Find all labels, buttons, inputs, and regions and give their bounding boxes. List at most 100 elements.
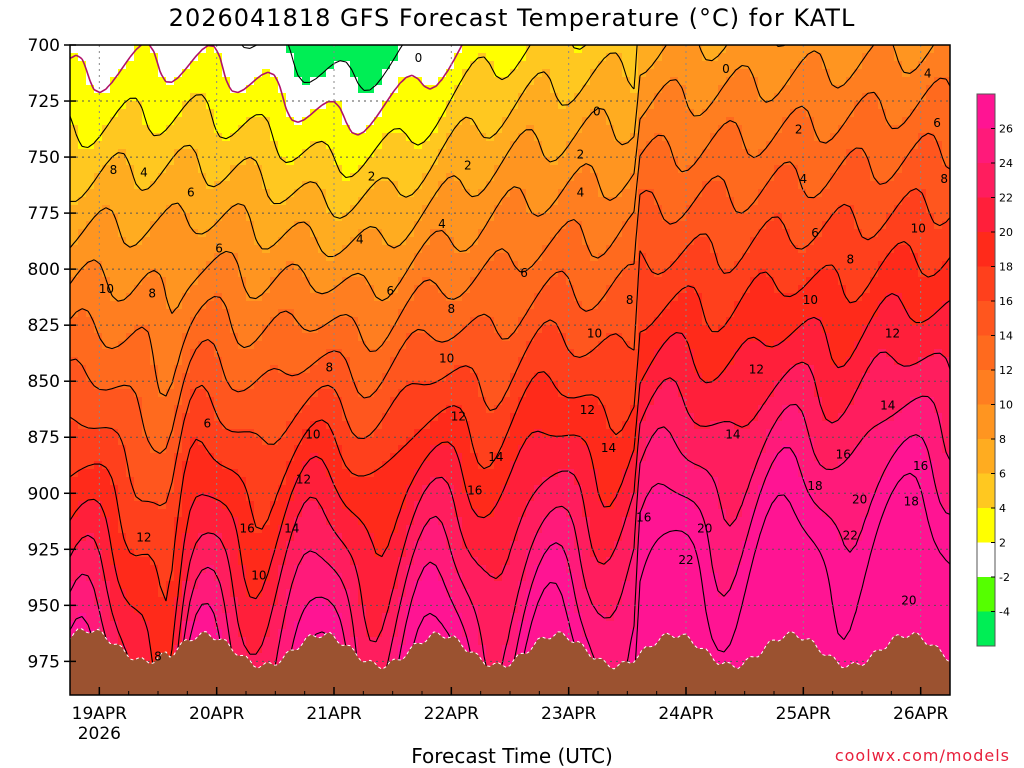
field-cell — [406, 421, 415, 430]
field-cell — [190, 317, 199, 326]
field-cell — [262, 485, 271, 494]
field-cell — [214, 605, 223, 614]
field-cell — [78, 429, 87, 438]
field-cell — [438, 45, 447, 54]
field-cell — [478, 397, 487, 406]
field-cell — [494, 333, 503, 342]
field-cell — [510, 125, 519, 134]
field-cell — [470, 477, 479, 486]
field-cell — [134, 629, 143, 638]
field-cell — [358, 653, 367, 662]
field-cell — [390, 621, 399, 630]
field-cell — [134, 45, 143, 54]
field-cell — [246, 653, 255, 662]
field-cell — [198, 421, 207, 430]
field-cell — [510, 469, 519, 478]
field-cell — [446, 469, 455, 478]
field-cell — [134, 301, 143, 310]
field-cell — [486, 133, 495, 142]
field-cell — [110, 309, 119, 318]
field-cell — [70, 573, 79, 582]
field-cell — [70, 349, 79, 358]
field-cell — [166, 501, 175, 510]
field-cell — [350, 453, 359, 462]
field-cell — [502, 133, 511, 142]
field-cell — [142, 253, 151, 262]
field-cell — [246, 461, 255, 470]
field-cell — [126, 229, 135, 238]
field-cell — [510, 293, 519, 302]
field-cell — [278, 69, 287, 78]
field-cell — [182, 293, 191, 302]
field-cell — [126, 261, 135, 270]
field-cell — [518, 581, 527, 590]
field-cell — [222, 213, 231, 222]
field-cell — [166, 461, 175, 470]
field-cell — [206, 309, 215, 318]
field-cell — [150, 517, 159, 526]
field-cell — [462, 173, 471, 182]
field-cell — [238, 637, 247, 646]
field-cell — [278, 589, 287, 598]
field-cell — [526, 405, 535, 414]
field-cell — [190, 493, 199, 502]
field-cell — [238, 205, 247, 214]
field-cell — [166, 125, 175, 134]
field-cell — [550, 125, 559, 134]
field-cell — [278, 533, 287, 542]
field-cell — [134, 573, 143, 582]
field-cell — [542, 133, 551, 142]
field-cell — [494, 613, 503, 622]
field-cell — [110, 509, 119, 518]
field-cell — [350, 517, 359, 526]
field-cell — [310, 557, 319, 566]
field-cell — [422, 429, 431, 438]
field-cell — [350, 565, 359, 574]
field-cell — [70, 549, 79, 558]
field-cell — [486, 285, 495, 294]
field-cell — [182, 269, 191, 278]
field-cell — [230, 45, 239, 54]
field-cell — [206, 485, 215, 494]
field-cell — [478, 229, 487, 238]
field-cell — [254, 605, 263, 614]
field-cell — [278, 109, 287, 118]
field-cell — [438, 493, 447, 502]
field-cell — [390, 189, 399, 198]
field-cell — [214, 261, 223, 270]
field-cell — [238, 317, 247, 326]
field-cell — [534, 197, 543, 206]
field-cell — [294, 501, 303, 510]
field-cell — [222, 133, 231, 142]
field-cell — [430, 53, 439, 62]
field-cell — [358, 429, 367, 438]
field-cell — [366, 381, 375, 390]
field-cell — [526, 413, 535, 422]
field-cell — [358, 69, 367, 78]
field-cell — [342, 261, 351, 270]
field-cell — [190, 525, 199, 534]
field-cell — [150, 325, 159, 334]
field-cell — [118, 325, 127, 334]
field-cell — [78, 45, 87, 54]
field-cell — [542, 549, 551, 558]
field-cell — [398, 533, 407, 542]
field-cell — [470, 357, 479, 366]
field-cell — [534, 605, 543, 614]
field-cell — [430, 197, 439, 206]
field-cell — [398, 293, 407, 302]
field-cell — [78, 549, 87, 558]
field-cell — [502, 381, 511, 390]
field-cell — [294, 253, 303, 262]
field-cell — [462, 253, 471, 262]
field-cell — [230, 621, 239, 630]
field-cell — [126, 613, 135, 622]
field-cell — [294, 549, 303, 558]
field-cell — [518, 621, 527, 630]
field-cell — [166, 413, 175, 422]
field-cell — [174, 333, 183, 342]
field-cell — [134, 101, 143, 110]
field-cell — [374, 557, 383, 566]
field-cell — [430, 541, 439, 550]
field-cell — [430, 101, 439, 110]
